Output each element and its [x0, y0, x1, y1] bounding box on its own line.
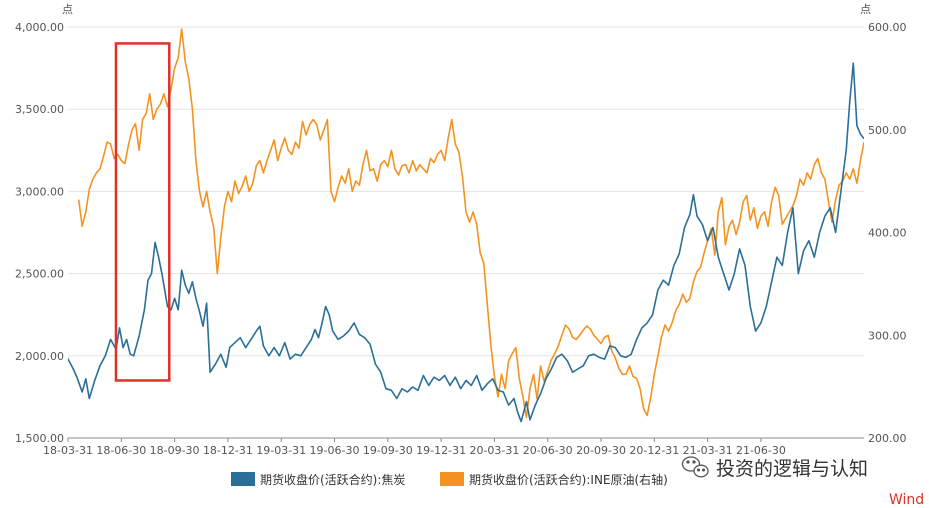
- legend-swatch-coke: [231, 472, 255, 486]
- right-tick-label: 600.00: [868, 21, 907, 34]
- left-tick-label: 1,500.00: [15, 432, 64, 445]
- right-tick-label: 300.00: [868, 329, 907, 342]
- gridlines: [68, 26, 864, 439]
- right-tick-label: 400.00: [868, 227, 907, 240]
- legend-swatch-crude-oil: [440, 472, 464, 486]
- right-tick-label: 200.00: [868, 432, 907, 445]
- legend-label-crude-oil: 期货收盘价(活跃合约):INE原油(右轴): [469, 472, 668, 487]
- x-tick-label: 20-03-31: [469, 444, 519, 457]
- left-tick-label: 3,000.00: [15, 185, 64, 198]
- x-tick-label: 18-09-30: [150, 444, 200, 457]
- x-tick-label: 20-12-31: [629, 444, 679, 457]
- right-axis-unit: 点: [860, 3, 871, 16]
- x-tick-label: 21-06-30: [736, 444, 786, 457]
- left-tick-label: 2,500.00: [15, 268, 64, 281]
- left-axis-unit: 点: [62, 3, 73, 16]
- right-tick-label: 500.00: [868, 124, 907, 137]
- right-axis-ticks: 200.00 300.00 400.00 500.00 600.00: [868, 21, 907, 445]
- left-axis-ticks: 1,500.00 2,000.00 2,500.00 3,000.00 3,500.00…: [15, 21, 64, 445]
- watermark-brand-text: 投资的逻辑与认知: [716, 458, 868, 480]
- wind-source-label: Wind: [889, 492, 924, 508]
- x-tick-label: 19-03-31: [256, 444, 306, 457]
- left-tick-label: 4,000.00: [15, 21, 64, 34]
- x-tick-label: 20-09-30: [576, 444, 626, 457]
- legend-label-coke: 期货收盘价(活跃合约):焦炭: [260, 472, 405, 487]
- x-tick-label: 18-03-31: [43, 444, 93, 457]
- x-axis-ticks: 18-03-31 18-06-30 18-09-30 18-12-31 19-03-31…: [43, 438, 786, 457]
- x-tick-label: 18-06-30: [96, 444, 146, 457]
- wechat-icon: [681, 456, 709, 478]
- left-tick-label: 3,500.00: [15, 103, 64, 116]
- x-tick-label: 18-12-31: [203, 444, 253, 457]
- x-tick-label: 20-06-30: [523, 444, 573, 457]
- legend: 期货收盘价(活跃合约):焦炭 期货收盘价(活跃合约):INE原油(右轴): [231, 472, 668, 487]
- x-tick-label: 19-06-30: [310, 444, 360, 457]
- left-tick-label: 2,000.00: [15, 350, 64, 363]
- x-tick-label: 21-03-31: [683, 444, 733, 457]
- wechat-watermark: 投资的逻辑与认知: [681, 456, 868, 480]
- x-tick-label: 19-09-30: [363, 444, 413, 457]
- x-tick-label: 19-12-31: [416, 444, 466, 457]
- series-layer: [68, 28, 864, 423]
- highlight-box: [114, 42, 171, 382]
- series-line-coke: [68, 62, 864, 423]
- series-line-crude-oil: [77, 28, 864, 419]
